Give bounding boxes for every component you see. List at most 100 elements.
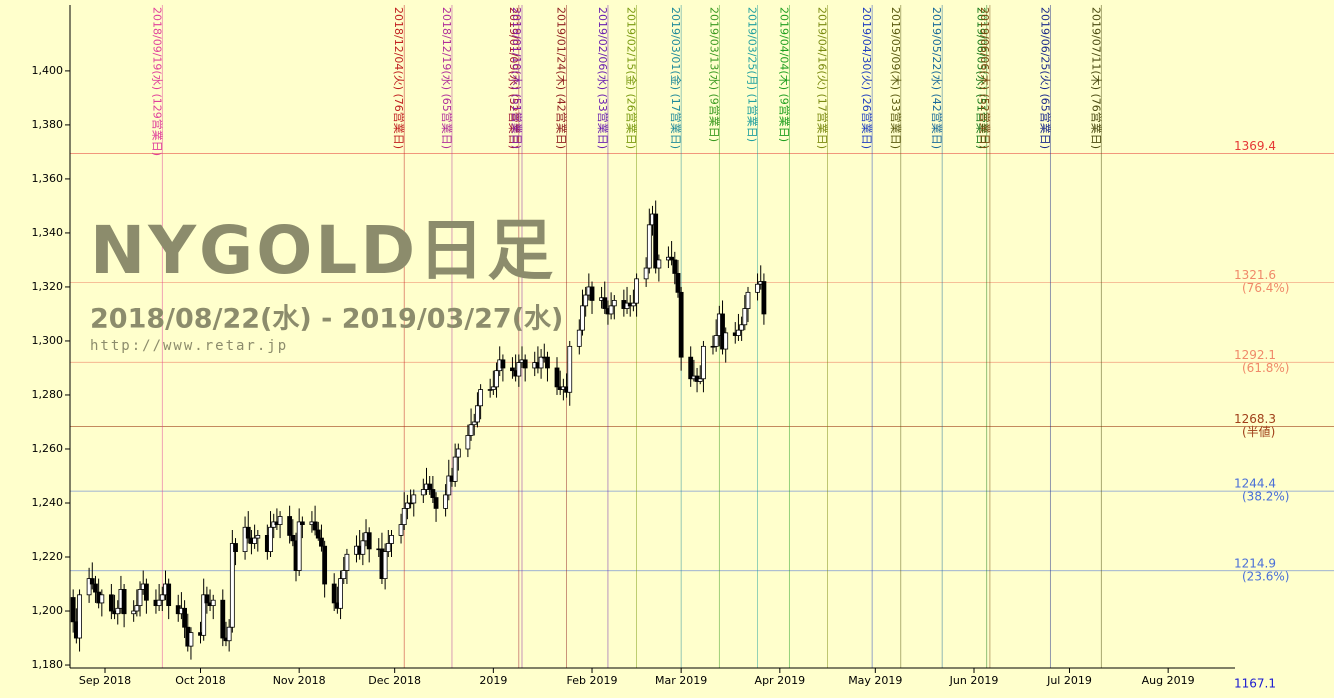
candle-body xyxy=(697,378,703,382)
candle-body xyxy=(468,424,474,436)
candle-body xyxy=(739,324,745,331)
candle-body xyxy=(455,448,461,458)
level-value: 1292.1 xyxy=(1234,348,1276,362)
candle-body xyxy=(653,213,659,269)
x-tick-label: Jul 2019 xyxy=(1046,674,1092,687)
candle-body xyxy=(672,259,678,274)
y-tick-label: 1,380 xyxy=(32,118,64,131)
candle-body xyxy=(121,589,127,615)
candle-body xyxy=(631,302,636,307)
candle-body xyxy=(245,526,251,539)
candle-body xyxy=(382,551,388,580)
subtitle: 2018/08/22(水) - 2019/03/27(水) xyxy=(90,304,563,335)
candle-body xyxy=(608,305,614,315)
candle-body xyxy=(522,359,528,369)
candle-body xyxy=(405,502,410,509)
candle-body xyxy=(315,529,321,539)
x-tick-label: Apr 2019 xyxy=(755,674,806,687)
candle-body xyxy=(401,507,407,525)
candle-body xyxy=(89,578,95,585)
candle-body xyxy=(736,329,741,336)
candle-body xyxy=(229,543,235,628)
candle-body xyxy=(296,521,302,571)
level-label: (半値) xyxy=(1242,424,1275,439)
marker-label: 2019/06/05(水) (51営業日) xyxy=(975,7,989,149)
x-tick-label: May 2019 xyxy=(848,674,902,687)
candle-body xyxy=(494,370,499,388)
candle-body xyxy=(385,543,391,553)
level-value: 1321.6 xyxy=(1234,268,1276,282)
x-tick-label: Nov 2018 xyxy=(273,674,326,687)
level-value: 1244.4 xyxy=(1234,477,1276,491)
marker-label: 2018/09/19(水) (129営業日) xyxy=(150,7,164,156)
candle-body xyxy=(742,308,748,326)
candle-body xyxy=(583,294,589,307)
candle-body xyxy=(143,583,149,601)
candle-body xyxy=(675,273,681,293)
y-tick-label: 1,220 xyxy=(32,550,64,563)
markers: 2018/09/19(水) (129営業日) 2018/12/04(火) (76営… xyxy=(150,5,1103,668)
x-tick-label: Oct 2018 xyxy=(175,674,226,687)
y-tick-label: 1,360 xyxy=(32,172,64,185)
marker-label: 2019/01/10(木) (51営業日) xyxy=(510,7,524,149)
candle-body xyxy=(678,291,684,358)
y-tick-label: 1,320 xyxy=(32,280,64,293)
candle-body xyxy=(338,578,343,609)
x-tick-label: Dec 2018 xyxy=(368,674,421,687)
candle-body xyxy=(538,356,544,369)
candle-body xyxy=(322,545,328,585)
level-value: 1369.4 xyxy=(1234,139,1276,153)
marker-label: 2019/03/01(金) (17営業日) xyxy=(669,7,683,149)
candle-body xyxy=(188,632,194,647)
candle-body xyxy=(478,389,484,407)
candle-body xyxy=(299,521,305,525)
candle-body xyxy=(545,356,550,369)
candle-body xyxy=(646,224,652,269)
candle-body xyxy=(500,359,506,369)
candle-body xyxy=(252,537,258,544)
candle-body xyxy=(710,345,716,348)
candle-body xyxy=(242,526,248,553)
candle-body xyxy=(475,405,480,423)
marker-label: 2019/02/15(金) (26営業日) xyxy=(625,7,639,149)
candle-body xyxy=(182,607,187,628)
candle-body xyxy=(427,483,433,490)
level-value: 1268.3 xyxy=(1234,412,1276,426)
candle-body xyxy=(446,475,452,496)
marker-label: 2019/03/25(月) (1営業日) xyxy=(746,7,760,142)
candle-body xyxy=(70,597,76,623)
candle-body xyxy=(255,535,261,539)
levels: 1369.4 1321.6(76.4%) 1292.1(61.8%) 1268.3(半… xyxy=(70,139,1334,691)
marker-label: 2019/01/24(木) (42営業日) xyxy=(555,7,569,149)
x-tick-label: Sep 2018 xyxy=(79,674,131,687)
candle-body xyxy=(277,516,283,525)
y-tick-label: 1,300 xyxy=(32,334,64,347)
x-tick-label: Mar 2019 xyxy=(655,674,707,687)
candle-body xyxy=(516,362,522,377)
x-tick-label: Feb 2019 xyxy=(567,674,618,687)
marker-label: 2019/04/04(木) (9営業日) xyxy=(777,7,791,142)
marker-label: 2019/01/09(水) (52営業日) xyxy=(507,7,521,149)
candle-body xyxy=(156,599,162,607)
y-tick-label: 1,180 xyxy=(32,658,64,671)
candle-body xyxy=(755,283,760,293)
candle-body xyxy=(701,345,706,380)
candle-body xyxy=(408,502,413,505)
candle-body xyxy=(420,489,426,496)
candle-body xyxy=(134,605,140,612)
candle-body xyxy=(688,356,694,380)
level-label: (76.4%) xyxy=(1242,281,1289,295)
level-label: (38.2%) xyxy=(1242,490,1289,504)
level-value: 1214.9 xyxy=(1234,556,1276,570)
axes: 1,180 1,200 1,220 1,240 1,260 1,280 1,300 1,320… xyxy=(32,5,1235,687)
candle-body xyxy=(430,489,436,498)
marker-label: 2019/04/16(火) (17営業日) xyxy=(816,7,830,149)
candle-body xyxy=(319,537,324,547)
candle-body xyxy=(713,335,719,347)
candle-body xyxy=(287,516,293,536)
y-tick-label: 1,280 xyxy=(32,388,64,401)
marker-label: 2019/03/13(水) (9営業日) xyxy=(707,7,721,142)
level-label: (23.6%) xyxy=(1242,569,1289,583)
